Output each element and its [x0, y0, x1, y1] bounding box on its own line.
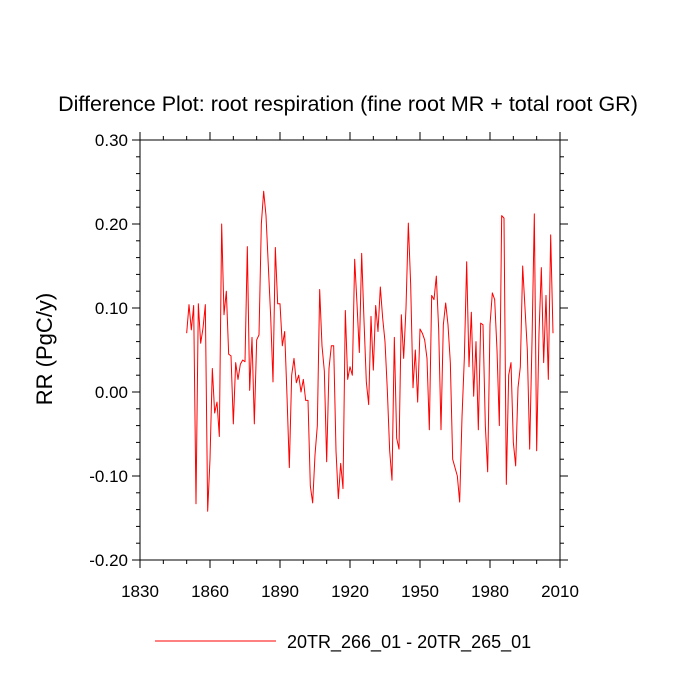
legend-series-label: 20TR_266_01 - 20TR_265_01: [287, 632, 531, 653]
x-tick-label: 1890: [261, 582, 299, 601]
plot-series: [186, 190, 554, 512]
y-tick-label: 0.00: [95, 383, 128, 402]
chart-title: Difference Plot: root respiration (fine …: [58, 92, 638, 116]
series-line-0: [186, 190, 554, 512]
x-axis-ticks: 1830 1860 1890 1920 1950 1980 2010: [121, 132, 579, 601]
x-tick-label: 2010: [541, 582, 579, 601]
y-tick-label: 0.10: [95, 299, 128, 318]
x-tick-label: 1860: [191, 582, 229, 601]
x-tick-label: 1950: [401, 582, 439, 601]
legend: 20TR_266_01 - 20TR_265_01: [155, 632, 531, 653]
y-tick-label: 0.20: [95, 215, 128, 234]
y-tick-label: -0.20: [89, 551, 128, 570]
x-tick-label: 1920: [331, 582, 369, 601]
x-tick-label: 1830: [121, 582, 159, 601]
y-tick-label: -0.10: [89, 467, 128, 486]
y-tick-label: 0.30: [95, 131, 128, 150]
y-axis-label: RR (PgC/y): [32, 293, 57, 405]
y-axis-ticks: -0.20 -0.10 0.00 0.10 0.20 0.30: [89, 131, 568, 570]
x-tick-label: 1980: [471, 582, 509, 601]
